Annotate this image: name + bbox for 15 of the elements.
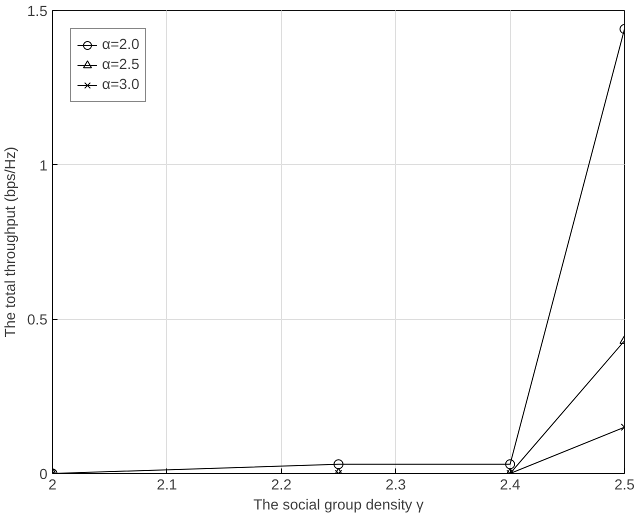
x-tick-label: 2 — [48, 478, 57, 494]
y-tick-label: 1 — [39, 158, 48, 174]
legend-label: α=2.0 — [102, 37, 140, 53]
x-tick-label: 2.3 — [386, 478, 406, 494]
legend-label: α=2.5 — [102, 57, 140, 73]
x-axis-title: The social group density γ — [253, 498, 424, 514]
x-tick-label: 2.5 — [614, 478, 635, 494]
y-tick-label: 0.5 — [27, 312, 48, 329]
y-tick-label: 0 — [39, 467, 48, 483]
legend-label: α=3.0 — [102, 77, 140, 93]
y-axis-title: The total throughput (bps/Hz) — [3, 146, 20, 338]
y-tick-label: 1.5 — [27, 4, 48, 20]
x-tick-label: 2.1 — [156, 478, 178, 494]
x-tick-label: 2.4 — [500, 478, 520, 494]
x-tick-label: 2.2 — [271, 478, 292, 494]
